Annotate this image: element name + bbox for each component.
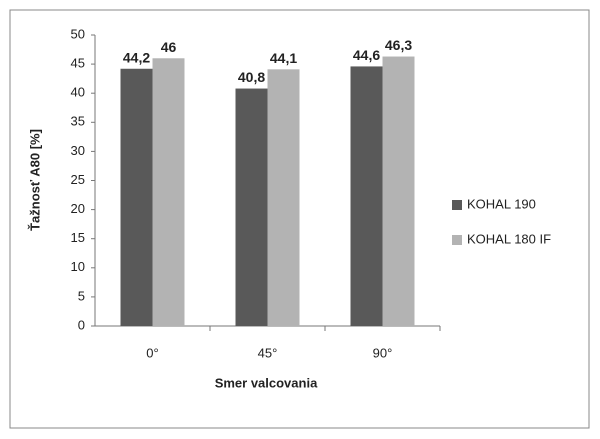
y-tick-label: 25 bbox=[71, 172, 85, 187]
data-label: 46,3 bbox=[385, 37, 412, 53]
y-tick-label: 45 bbox=[71, 56, 85, 71]
bar bbox=[120, 68, 153, 327]
bar bbox=[350, 66, 383, 326]
x-tick-label: 0° bbox=[146, 345, 158, 360]
bar bbox=[152, 58, 185, 326]
y-tick-label: 0 bbox=[78, 317, 85, 332]
y-tick-label: 30 bbox=[71, 143, 85, 158]
y-tick-label: 20 bbox=[71, 201, 85, 216]
y-axis-title: Ťažnosť A80 [%] bbox=[27, 129, 42, 231]
legend-label: KOHAL 180 IF bbox=[467, 231, 551, 246]
y-tick-label: 5 bbox=[78, 288, 85, 303]
data-label: 40,8 bbox=[238, 69, 265, 85]
bar bbox=[235, 88, 268, 326]
bar bbox=[267, 69, 300, 326]
y-tick-label: 50 bbox=[71, 26, 85, 41]
legend-swatch bbox=[452, 235, 462, 245]
legend-swatch bbox=[452, 200, 462, 210]
y-tick-label: 40 bbox=[71, 85, 85, 100]
data-label: 46 bbox=[161, 39, 177, 55]
y-tick-label: 10 bbox=[71, 259, 85, 274]
data-label: 44,6 bbox=[353, 47, 380, 63]
bar bbox=[382, 56, 415, 327]
data-label: 44,1 bbox=[270, 50, 297, 66]
data-label: 44,2 bbox=[123, 49, 150, 65]
y-tick-label: 15 bbox=[71, 230, 85, 245]
legend-label: KOHAL 190 bbox=[467, 196, 536, 211]
x-tick-label: 45° bbox=[258, 345, 278, 360]
y-tick-label: 35 bbox=[71, 114, 85, 129]
x-tick-label: 90° bbox=[373, 345, 393, 360]
x-axis-title: Smer valcovania bbox=[215, 375, 318, 390]
